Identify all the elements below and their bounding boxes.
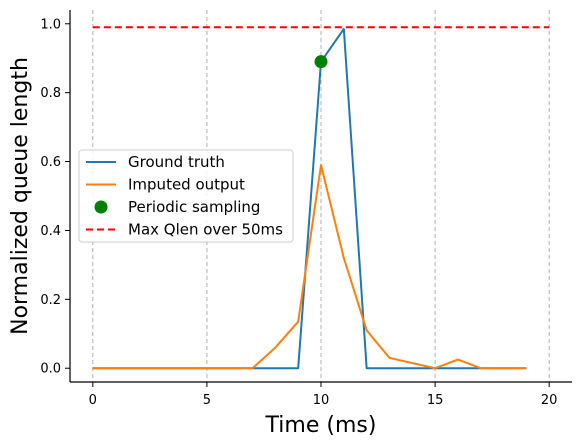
x-axis-title: Time (ms)	[265, 413, 377, 438]
legend-label-max-qlen-over-50ms: Max Qlen over 50ms	[128, 221, 283, 239]
legend-label-periodic-sampling: Periodic sampling	[128, 198, 260, 216]
y-tick-label: 0.0	[40, 362, 61, 377]
legend-swatch-periodic-sampling	[94, 200, 108, 214]
periodic-sampling-point	[314, 55, 328, 69]
ticks-layer: 0 5 10 15 20 0.0 0.2 0.4 0.6 0.8 1.0	[40, 17, 557, 408]
legend: Ground truth Imputed output Periodic sampl…	[78, 149, 294, 243]
y-tick-label: 0.2	[40, 293, 61, 308]
y-tick-label: 0.4	[40, 224, 61, 239]
x-tick-label: 20	[541, 393, 558, 408]
legend-label-ground-truth: Ground truth	[128, 153, 225, 171]
legend-box	[78, 149, 294, 243]
x-tick-label: 5	[203, 393, 211, 408]
y-axis-title: Normalized queue length	[8, 57, 33, 335]
x-tick-label: 15	[427, 393, 444, 408]
y-tick-label: 0.8	[40, 86, 61, 101]
imputed-output-line	[92, 164, 527, 370]
x-tick-label: 10	[313, 393, 330, 408]
y-tick-label: 1.0	[40, 17, 61, 32]
y-tick-label: 0.6	[40, 155, 61, 170]
legend-label-imputed-output: Imputed output	[128, 176, 245, 194]
series-layer	[92, 26, 550, 370]
x-tick-label: 0	[89, 393, 97, 408]
